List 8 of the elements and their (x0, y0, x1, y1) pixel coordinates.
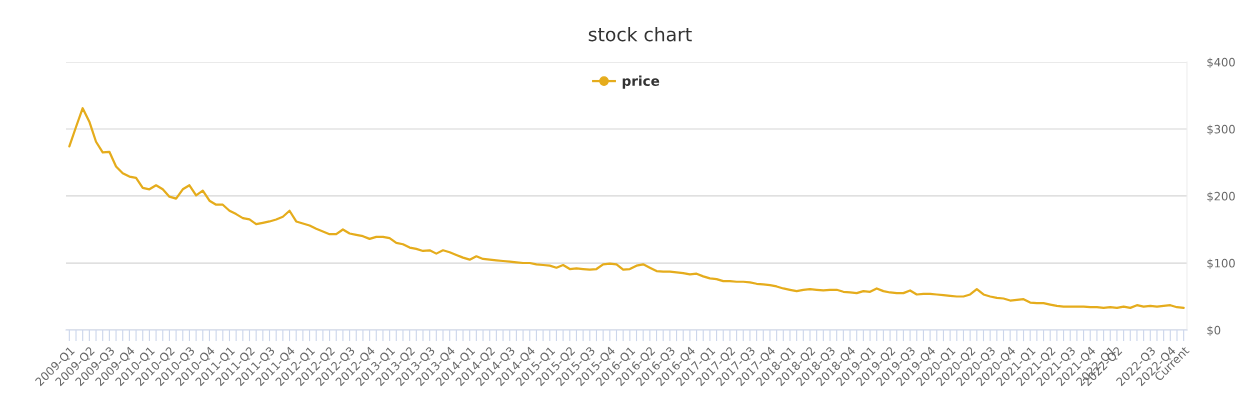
y-tick-label: $400 (1207, 57, 1235, 69)
y-tick-label: $0 (1207, 325, 1221, 337)
y-tick-label: $100 (1207, 258, 1235, 270)
chart-title: stock chart (588, 26, 692, 42)
y-tick-label: $200 (1207, 191, 1235, 203)
y-tick-label: $300 (1207, 124, 1235, 136)
legend-label: price (622, 75, 660, 89)
line-series (68, 107, 1185, 309)
